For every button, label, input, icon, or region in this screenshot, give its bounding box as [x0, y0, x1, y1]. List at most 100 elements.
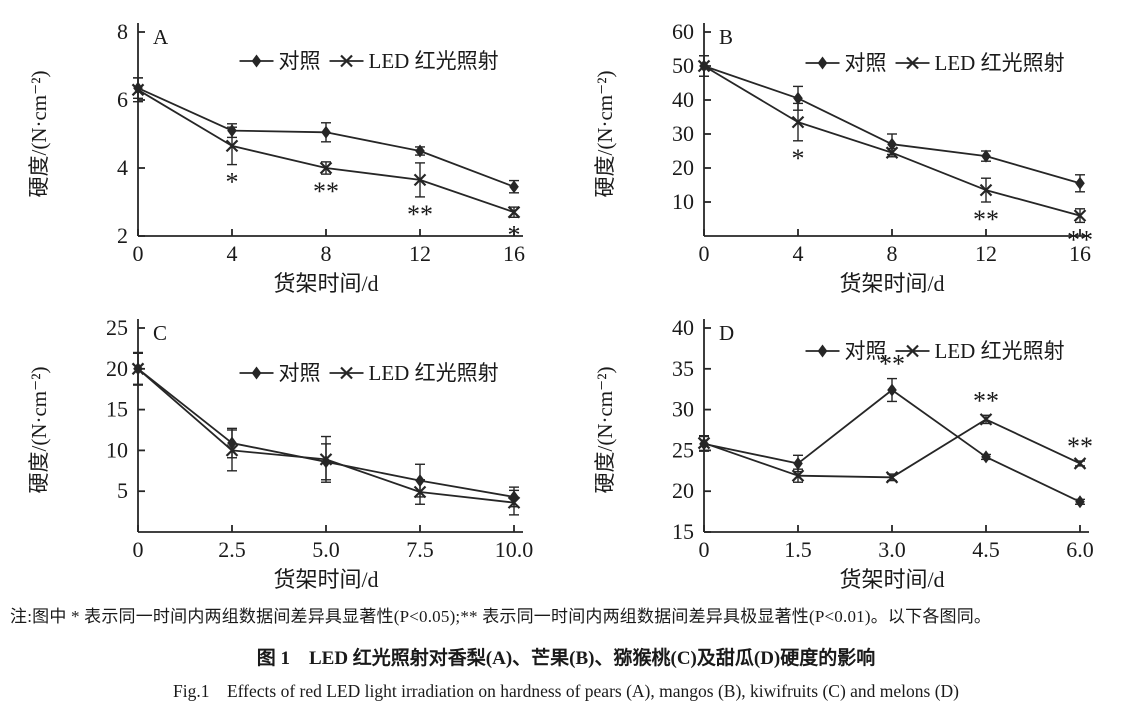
legend-control-label: 对照 — [279, 49, 321, 73]
y-tick-label: 5 — [117, 478, 128, 503]
y-axis-label: 硬度/(N·cm⁻²) — [27, 70, 51, 197]
panel-a-cell: 2 4 6 8 0 4 8 12 16 硬度/(N·cm⁻²) 货架时间/d A * ** ** * 对照 LED… — [0, 6, 566, 302]
x-axis-label: 货架时间/d — [273, 567, 378, 592]
y-axis-label: 硬度/(N·cm⁻²) — [27, 366, 51, 493]
x-tick-label: 0 — [699, 241, 710, 266]
series-led — [131, 77, 521, 219]
series-control — [133, 77, 519, 194]
y-tick-label: 25 — [672, 437, 694, 462]
axes: 5 10 15 20 25 0 2.5 5.0 7.5 10.0 — [106, 315, 533, 562]
significance-marker: * — [792, 144, 805, 173]
y-tick-label: 25 — [106, 315, 128, 340]
legend: 对照 LED 红光照射 — [239, 361, 499, 385]
x-tick-label: 5.0 — [312, 537, 340, 562]
x-tick-label: 7.5 — [406, 537, 434, 562]
significance-marker: ** — [313, 177, 339, 206]
diamond-marker — [817, 56, 828, 70]
y-tick-label: 35 — [672, 356, 694, 381]
x-axis-label: 货架时间/d — [839, 567, 944, 592]
significance-marker: ** — [1067, 225, 1093, 254]
panel-letter: B — [719, 25, 733, 49]
legend-led-label: LED 红光照射 — [369, 49, 499, 73]
series-control — [699, 377, 1085, 509]
legend-led-label: LED 红光照射 — [935, 51, 1065, 75]
x-tick-label: 3.0 — [878, 537, 906, 562]
significance-marker: * — [226, 168, 239, 197]
y-tick-label: 20 — [106, 356, 128, 381]
y-tick-label: 40 — [672, 87, 694, 112]
panel-letter: D — [719, 321, 734, 345]
y-tick-label: 40 — [672, 315, 694, 340]
axes: 10 20 30 40 50 60 0 4 8 12 16 — [672, 19, 1091, 266]
y-tick-label: 6 — [117, 87, 128, 112]
figure-title-en: Fig.1 Effects of red LED light irradiati… — [172, 681, 960, 701]
legend: 对照 LED 红光照射 — [239, 49, 499, 73]
figure-note: 注:图中 * 表示同一时间内两组数据间差异具显著性(P<0.05);** 表示同… — [10, 607, 992, 626]
significance-marker: ** — [973, 205, 999, 234]
axes: 15 20 25 30 35 40 0 1.5 3.0 4.5 6.0 — [672, 315, 1094, 562]
caption-block: 注:图中 * 表示同一时间内两组数据间差异具显著性(P<0.05);** 表示同… — [0, 602, 1132, 703]
diamond-marker — [321, 125, 331, 139]
x-axis-label: 货架时间/d — [273, 271, 378, 296]
axes: 2 4 6 8 0 4 8 12 16 — [117, 19, 525, 266]
y-tick-label: 30 — [672, 397, 694, 422]
diamond-marker — [415, 144, 425, 158]
significance-marker: * — [508, 220, 521, 249]
y-tick-label: 20 — [672, 478, 694, 503]
legend: 对照 LED 红光照射 — [805, 51, 1065, 75]
x-tick-label: 4 — [793, 241, 804, 266]
diamond-marker — [1075, 176, 1085, 190]
x-tick-label: 4 — [227, 241, 238, 266]
x-tick-label: 4.5 — [972, 537, 1000, 562]
series-control — [699, 55, 1085, 193]
x-tick-label: 8 — [321, 241, 332, 266]
legend: 对照 LED 红光照射 — [805, 339, 1065, 363]
significance-marker: ** — [407, 200, 433, 229]
chart-panel-C: 5 10 15 20 25 0 2.5 5.0 7.5 10.0 硬度/(N·cm⁻²) 货架时间/d… — [27, 315, 533, 592]
y-tick-label: 10 — [672, 189, 694, 214]
diamond-marker — [817, 344, 828, 358]
y-axis-label: 硬度/(N·cm⁻²) — [593, 366, 617, 493]
legend-control-label: 对照 — [845, 339, 887, 363]
y-tick-label: 50 — [672, 53, 694, 78]
y-tick-label: 60 — [672, 19, 694, 44]
y-tick-label: 30 — [672, 121, 694, 146]
series-led — [131, 351, 521, 516]
panel-b-cell: 10 20 30 40 50 60 0 4 8 12 16 硬度/(N·cm⁻²) 货架时间/d B * **… — [566, 6, 1132, 302]
x-tick-label: 12 — [409, 241, 431, 266]
x-tick-label: 0 — [133, 537, 144, 562]
x-tick-label: 0 — [133, 241, 144, 266]
x-tick-label: 0 — [699, 537, 710, 562]
chart-panel-D: 15 20 25 30 35 40 0 1.5 3.0 4.5 6.0 硬度/(N·cm⁻²) 货架时间… — [593, 315, 1094, 592]
panel-letter: C — [153, 321, 167, 345]
diamond-marker — [251, 366, 262, 380]
diamond-marker — [1075, 495, 1085, 509]
significance-marker: ** — [973, 386, 999, 415]
x-tick-label: 2.5 — [218, 537, 246, 562]
chart-grid: 2 4 6 8 0 4 8 12 16 硬度/(N·cm⁻²) 货架时间/d A * ** ** * 对照 LED… — [0, 6, 1132, 592]
legend-led-label: LED 红光照射 — [369, 361, 499, 385]
x-tick-label: 16 — [1069, 241, 1091, 266]
x-tick-label: 16 — [503, 241, 525, 266]
y-tick-label: 10 — [106, 437, 128, 462]
y-tick-label: 4 — [117, 155, 128, 180]
y-tick-label: 15 — [672, 519, 694, 544]
y-tick-label: 20 — [672, 155, 694, 180]
significance-marker: ** — [1067, 432, 1093, 461]
figure-title-zh: 图 1 LED 红光照射对香梨(A)、芒果(B)、猕猴桃(C)及甜瓜(D)硬度的… — [256, 648, 876, 669]
y-tick-label: 8 — [117, 19, 128, 44]
y-axis-label: 硬度/(N·cm⁻²) — [593, 70, 617, 197]
diamond-marker — [981, 450, 991, 464]
panel-letter: A — [153, 25, 169, 49]
y-tick-label: 2 — [117, 223, 128, 248]
x-axis-label: 货架时间/d — [839, 271, 944, 296]
legend-control-label: 对照 — [279, 361, 321, 385]
x-tick-label: 6.0 — [1066, 537, 1094, 562]
x-tick-label: 12 — [975, 241, 997, 266]
legend-control-label: 对照 — [845, 51, 887, 75]
diamond-marker — [793, 456, 803, 470]
series-led — [697, 413, 1087, 484]
